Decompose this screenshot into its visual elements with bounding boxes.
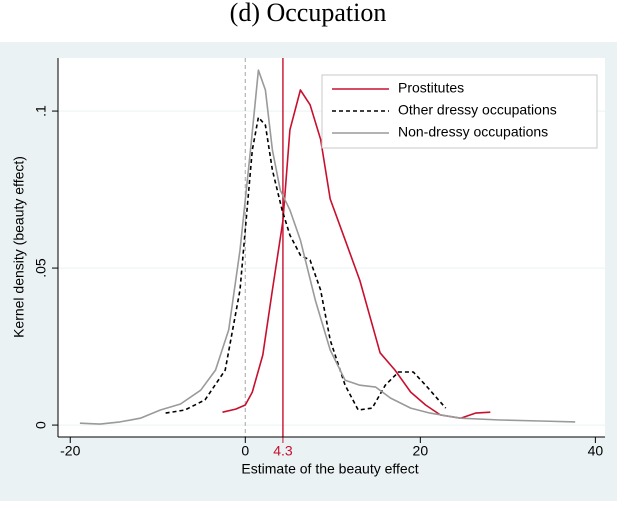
legend-label: Prostitutes (398, 80, 464, 96)
y-axis-title: Kernel density (beauty effect) (11, 156, 27, 338)
x-tick-label: 0 (241, 443, 249, 459)
x-tick-label: 40 (588, 443, 604, 459)
plot (79, 69, 576, 425)
legend: Prostitutes Other dressy occupations Non-d… (321, 74, 598, 149)
x-tick-label: 20 (413, 443, 429, 459)
y-tick-label: .1 (33, 105, 49, 117)
chart-title: (d) Occupation (230, 0, 387, 27)
x-tick-label: -20 (60, 443, 80, 459)
legend-label: Non-dressy occupations (398, 124, 548, 140)
y-tick-label: 0 (33, 421, 49, 429)
density-line (79, 69, 576, 425)
legend-label: Other dressy occupations (398, 102, 557, 118)
y-tick-label: .05 (33, 258, 49, 278)
x-axis-title: Estimate of the beauty effect (241, 461, 418, 477)
reference-label: 4.3 (273, 443, 293, 459)
density-line (222, 89, 491, 420)
